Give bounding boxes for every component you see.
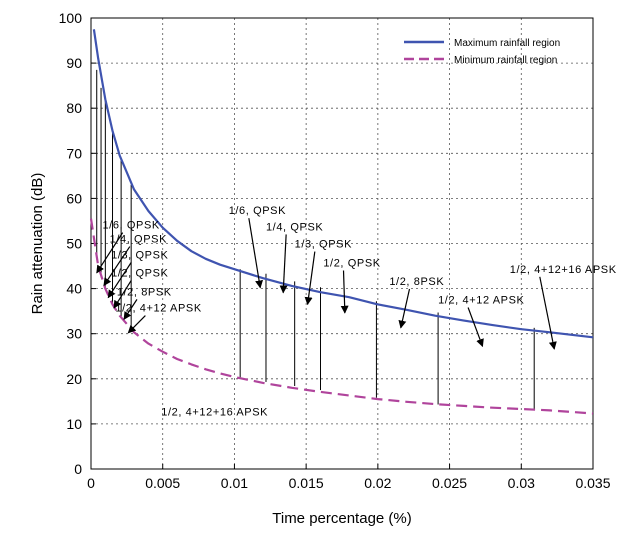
x-tick-label: 0.015 (289, 475, 324, 491)
y-tick-label: 40 (66, 281, 82, 297)
annotation-label: 1/2, 8PSK (117, 286, 172, 298)
y-axis-title: Rain attenuation (dB) (29, 173, 46, 315)
y-tick-label: 100 (59, 10, 83, 26)
y-tick-label: 20 (66, 371, 82, 387)
annotation-label: 1/2, 4+12+16 APSK (161, 406, 268, 418)
annotation-label: 1/2, 4+12+16 APSK (510, 264, 617, 276)
y-tick-label: 0 (74, 461, 82, 477)
annotation-arrow (467, 307, 484, 348)
x-tick-label: 0.01 (221, 475, 248, 491)
annotation-arrow (248, 218, 264, 289)
y-tick-label: 80 (66, 100, 82, 116)
annotation-arrow (340, 270, 349, 314)
x-tick-label: 0.005 (145, 475, 180, 491)
annotation-label: 1/4, QPSK (266, 221, 323, 233)
series-line (89, 218, 594, 415)
x-tick-label: 0.02 (364, 475, 391, 491)
annotation-label: 1/2, QPSK (323, 258, 380, 270)
annotation-arrow (398, 288, 411, 329)
annotation-arrow (539, 276, 557, 350)
annotation-label: 1/4, QPSK (110, 234, 167, 246)
annotation-label: 1/3, QPSK (111, 249, 168, 261)
annotation-label: 1/2, 4+12 APSK (438, 294, 524, 306)
annotation-label: 1/6, QPSK (102, 220, 159, 232)
annotation-arrow (123, 299, 138, 320)
annotation-arrow (96, 232, 124, 274)
y-tick-label: 30 (66, 326, 82, 342)
annotation-arrow (127, 315, 146, 334)
y-tick-label: 10 (66, 416, 82, 432)
series-line (92, 29, 594, 339)
legend-label: Maximum rainfall region (454, 38, 560, 49)
x-axis-title: Time percentage (%) (272, 510, 412, 527)
y-tick-label: 50 (66, 236, 82, 252)
annotation-label: 1/6, QPSK (229, 205, 286, 217)
annotation-label: 1/2, QPSK (111, 267, 168, 279)
annotation-label: 1/2, 8PSK (389, 276, 444, 288)
x-tick-label: 0.03 (508, 475, 535, 491)
annotation-label: 1/3, QPSK (295, 239, 352, 251)
annotation-arrow (113, 280, 132, 309)
annotation-label: 1/2, 4+12 APSK (115, 303, 201, 315)
legend-label: Minimum rainfall region (454, 55, 557, 66)
annotation-arrow (103, 246, 131, 287)
y-tick-label: 90 (66, 55, 82, 71)
annotation-arrow (107, 262, 132, 299)
x-tick-label: 0.035 (575, 475, 610, 491)
x-tick-label: 0 (87, 475, 95, 491)
annotation-arrow (279, 234, 288, 294)
annotation-arrow (304, 251, 316, 306)
y-tick-label: 60 (66, 190, 82, 206)
y-tick-label: 70 (66, 145, 82, 161)
x-tick-label: 0.025 (432, 475, 467, 491)
